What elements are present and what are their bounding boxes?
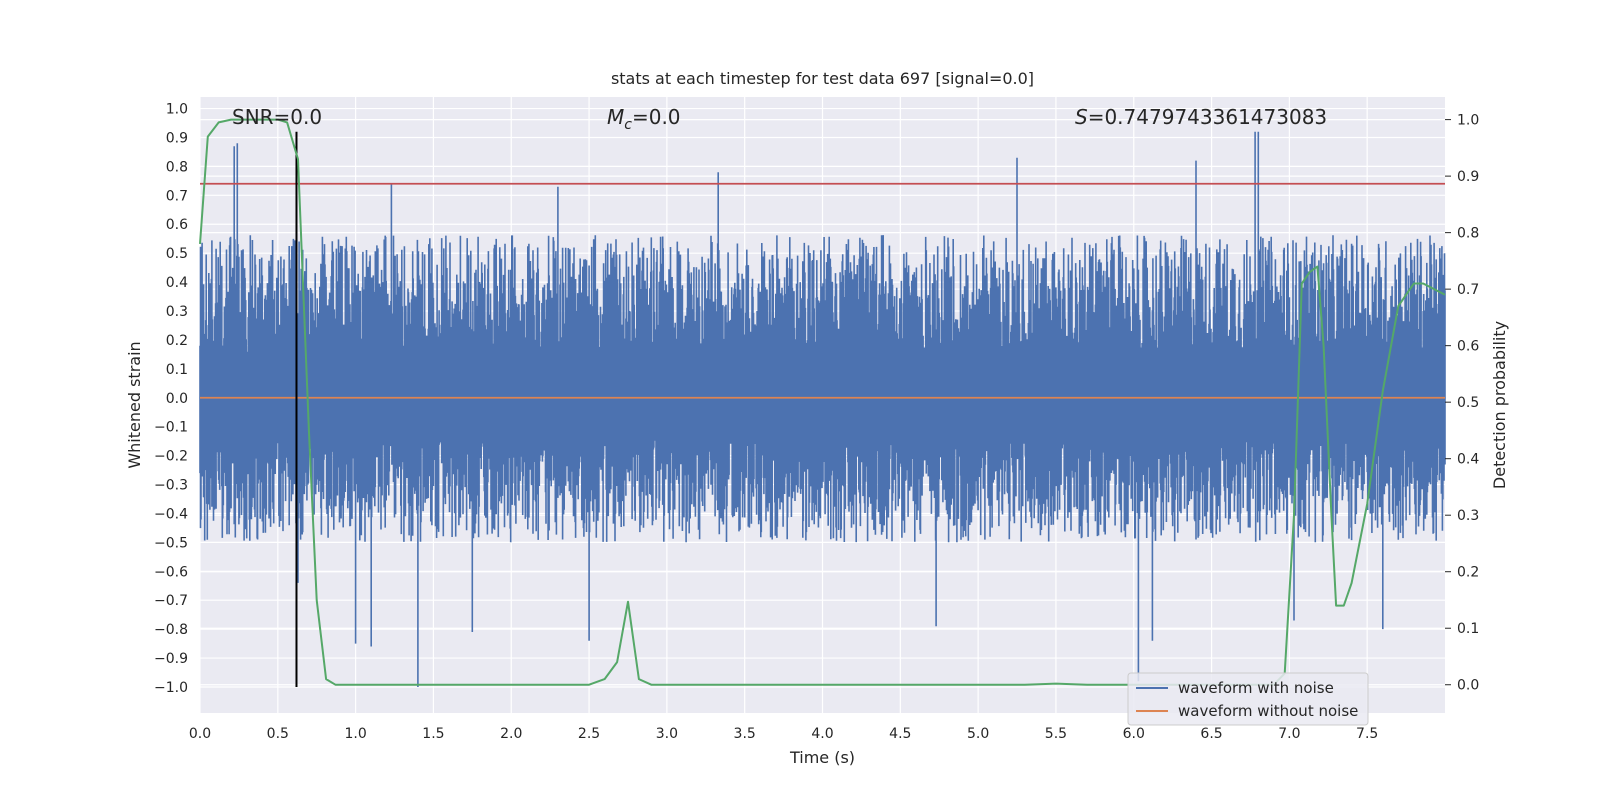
y2-tick-label: 0.7 — [1457, 282, 1479, 298]
y-tick-label: 0.6 — [166, 217, 188, 233]
y-tick-label: 0.2 — [166, 333, 188, 349]
y-tick-label: −0.5 — [154, 535, 188, 551]
x-tick-label: 2.0 — [500, 726, 522, 742]
s-value: =0.7479743361473083 — [1088, 105, 1327, 129]
y-tick-label: 0.9 — [166, 130, 188, 146]
series-waveform-with-noise — [199, 131, 1446, 687]
legend-label: waveform without noise — [1178, 702, 1358, 720]
y-tick-label: 0.0 — [166, 391, 188, 407]
y2-tick-label: 0.1 — [1457, 621, 1479, 637]
x-tick-label: 6.0 — [1123, 726, 1145, 742]
x-tick-label: 7.5 — [1356, 726, 1378, 742]
y-tick-label: −0.1 — [154, 420, 188, 436]
y-tick-label: 0.3 — [166, 304, 188, 320]
mc-annotation: Mc=0.0 — [607, 105, 681, 133]
y-tick-label: −0.7 — [154, 593, 188, 609]
y2-tick-label: 0.3 — [1457, 508, 1479, 524]
x-tick-label: 4.5 — [889, 726, 911, 742]
series-detection-probability — [199, 118, 1446, 686]
y-tick-label: −0.6 — [154, 564, 188, 580]
x-tick-label: 0.0 — [189, 726, 211, 742]
legend-box — [1127, 672, 1369, 726]
y-axis-label: Whitened strain — [125, 341, 144, 468]
x-tick-label: 5.5 — [1045, 726, 1067, 742]
y-tick-label: −1.0 — [154, 680, 188, 696]
x-axis-label: Time (s) — [789, 748, 855, 767]
y2-tick-label: 0.2 — [1457, 565, 1479, 581]
y2-tick-label: 0.8 — [1457, 226, 1479, 242]
y-tick-label: 0.7 — [166, 188, 188, 204]
x-tick-label: 3.0 — [656, 726, 678, 742]
x-tick-label: 5.0 — [967, 726, 989, 742]
x-tick-label: 0.5 — [267, 726, 289, 742]
x-tick-label: 3.5 — [734, 726, 756, 742]
y-tick-label: 1.0 — [166, 102, 188, 118]
x-tick-label: 7.0 — [1278, 726, 1300, 742]
snr-annotation: SNR=0.0 — [232, 105, 322, 129]
y-tick-label: −0.3 — [154, 478, 188, 494]
x-tick-label: 4.0 — [811, 726, 833, 742]
s-symbol: S — [1075, 105, 1088, 129]
y-tick-label: −0.2 — [154, 449, 188, 465]
y2-tick-label: 0.5 — [1457, 395, 1479, 411]
y-tick-label: 0.5 — [166, 246, 188, 262]
s-annotation: S=0.7479743361473083 — [1075, 105, 1327, 129]
mc-value: =0.0 — [632, 105, 681, 129]
y-tick-label: −0.8 — [154, 622, 188, 638]
y2-tick-label: 0.6 — [1457, 339, 1479, 355]
y2-axis-label: Detection probability — [1490, 321, 1509, 489]
y2-tick-label: 0.4 — [1457, 452, 1479, 468]
mc-subscript: c — [624, 117, 632, 133]
y2-tick-label: 1.0 — [1457, 113, 1479, 129]
y-tick-label: 0.4 — [166, 275, 188, 291]
mc-symbol: M — [607, 105, 624, 129]
x-tick-label: 1.0 — [344, 726, 366, 742]
y-tick-label: 0.1 — [166, 362, 188, 378]
x-tick-label: 6.5 — [1200, 726, 1222, 742]
y2-tick-label: 0.9 — [1457, 169, 1479, 185]
y2-tick-label: 0.0 — [1457, 678, 1479, 694]
y-tick-label: −0.4 — [154, 506, 188, 522]
x-tick-label: 2.5 — [578, 726, 600, 742]
y-tick-label: 0.8 — [166, 159, 188, 175]
legend-label: waveform with noise — [1178, 679, 1334, 697]
x-tick-label: 1.5 — [422, 726, 444, 742]
chart-title: stats at each timestep for test data 697… — [611, 69, 1034, 88]
y-tick-label: −0.9 — [154, 651, 188, 667]
